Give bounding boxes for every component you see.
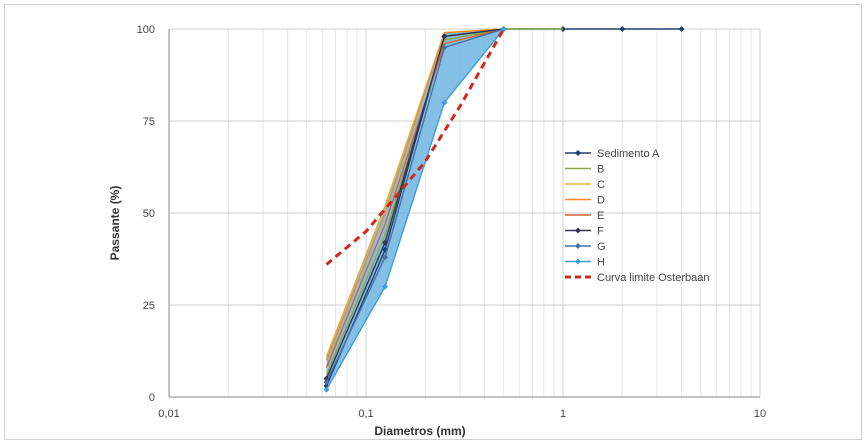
legend-label: Curva limite Osterbaan — [597, 272, 710, 284]
series-layer — [323, 26, 685, 393]
series-point — [441, 44, 448, 51]
series-point — [323, 379, 330, 386]
series-point — [441, 99, 448, 106]
legend-marker — [575, 150, 581, 156]
grain-size-chart: 0 25 50 75 100 0,01 0,1 1 10 Sedimento A BCDEFGHC… — [108, 24, 766, 438]
grid-layer — [168, 28, 761, 398]
series-point — [678, 26, 685, 32]
y-tick-label: 100 — [137, 24, 155, 36]
legend-label: C — [597, 179, 605, 191]
legend-label: E — [597, 210, 604, 222]
y-tick-label: 0 — [149, 392, 155, 404]
x-tick-label: 1 — [560, 408, 566, 420]
series-line — [325, 28, 504, 361]
y-tick-label: 25 — [143, 300, 155, 312]
y-axis-label: Passante (%) — [108, 186, 122, 261]
envelope-band — [326, 29, 504, 390]
legend-label: Sedimento A — [597, 148, 660, 160]
legend-marker — [575, 227, 581, 234]
envelope-layer — [326, 29, 504, 390]
legend-label: G — [597, 241, 606, 253]
x-axis-label: Diametros (mm) — [374, 424, 465, 438]
legend-marker — [575, 258, 581, 265]
y-tick-label: 75 — [143, 116, 155, 128]
x-tick-label: 0,1 — [358, 408, 373, 420]
legend-label: H — [597, 257, 605, 269]
series-point — [382, 239, 389, 246]
x-tick-label: 0,01 — [158, 408, 179, 420]
series-line — [325, 28, 504, 368]
series-line — [325, 28, 563, 376]
series-point — [441, 33, 448, 40]
series-line — [325, 28, 504, 379]
legend-label: B — [597, 164, 604, 176]
series-line — [325, 28, 504, 383]
series-line — [325, 28, 505, 390]
reference-curve-line — [325, 28, 506, 266]
legend-marker — [575, 243, 581, 249]
series-point — [382, 254, 389, 261]
legend-label: F — [597, 226, 604, 238]
y-tick-label: 50 — [143, 208, 155, 220]
reference-layer — [325, 28, 506, 266]
series-point — [500, 26, 507, 32]
legend-label: D — [597, 195, 605, 207]
axes-layer: 0 25 50 75 100 0,01 0,1 1 10 — [137, 24, 766, 420]
series-point — [619, 26, 626, 32]
x-tick-label: 10 — [754, 408, 766, 420]
series-point — [382, 283, 389, 290]
series-point — [323, 386, 330, 393]
